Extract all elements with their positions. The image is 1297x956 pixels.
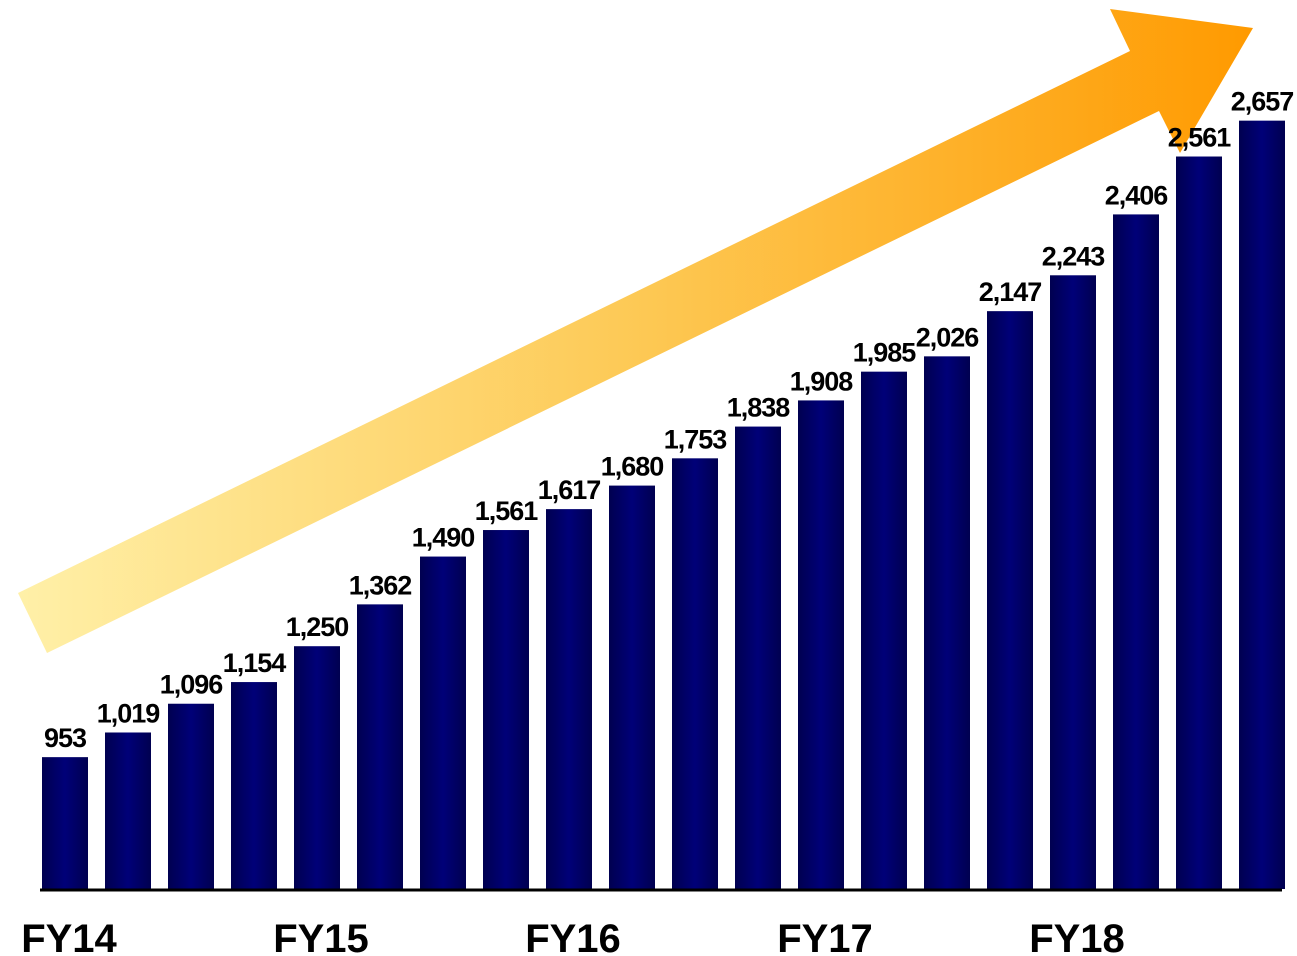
x-tick-label: FY14: [21, 917, 117, 956]
data-label: 1,985: [853, 338, 917, 368]
bar: [987, 311, 1033, 889]
data-label: 1,908: [790, 366, 854, 396]
bar: [294, 646, 340, 889]
data-label: 1,561: [475, 496, 539, 526]
bar: [1050, 275, 1096, 890]
x-tick-label: FY16: [525, 917, 621, 956]
bar: [105, 732, 151, 889]
trend-arrow: [18, 9, 1253, 653]
bar: [924, 356, 970, 889]
bar: [1113, 214, 1159, 889]
bar: [483, 530, 529, 889]
bar: [672, 458, 718, 889]
data-label: 2,657: [1231, 87, 1294, 117]
data-label: 2,406: [1105, 180, 1169, 210]
data-label: 1,753: [664, 424, 728, 454]
x-tick-label: FY17: [777, 917, 873, 956]
bar: [1176, 156, 1222, 890]
data-label: 1,838: [727, 393, 791, 423]
bar: [546, 509, 592, 889]
bar: [420, 556, 466, 889]
data-label: 1,154: [223, 648, 287, 678]
data-label: 1,680: [601, 452, 664, 482]
data-label: 1,490: [412, 523, 475, 553]
bar: [168, 703, 214, 889]
data-label: 2,243: [1042, 241, 1106, 271]
bar: [798, 400, 844, 889]
bar: [861, 371, 907, 890]
data-label: 1,362: [349, 570, 412, 600]
bar: [1239, 120, 1285, 889]
bar: [735, 426, 781, 889]
data-label: 1,617: [538, 475, 601, 505]
bar: [609, 485, 655, 889]
data-label: 1,096: [160, 670, 224, 700]
data-label: 1,019: [97, 698, 161, 728]
data-label: 2,561: [1168, 123, 1232, 153]
x-tick-label: FY18: [1029, 917, 1125, 956]
data-label: 953: [44, 723, 87, 753]
bar: [42, 757, 88, 889]
data-label: 2,147: [979, 277, 1042, 307]
x-tick-label: FY15: [273, 917, 369, 956]
data-label: 2,026: [916, 322, 980, 352]
data-label: 1,250: [286, 612, 349, 642]
bar: [231, 682, 277, 889]
bar: [357, 604, 403, 889]
